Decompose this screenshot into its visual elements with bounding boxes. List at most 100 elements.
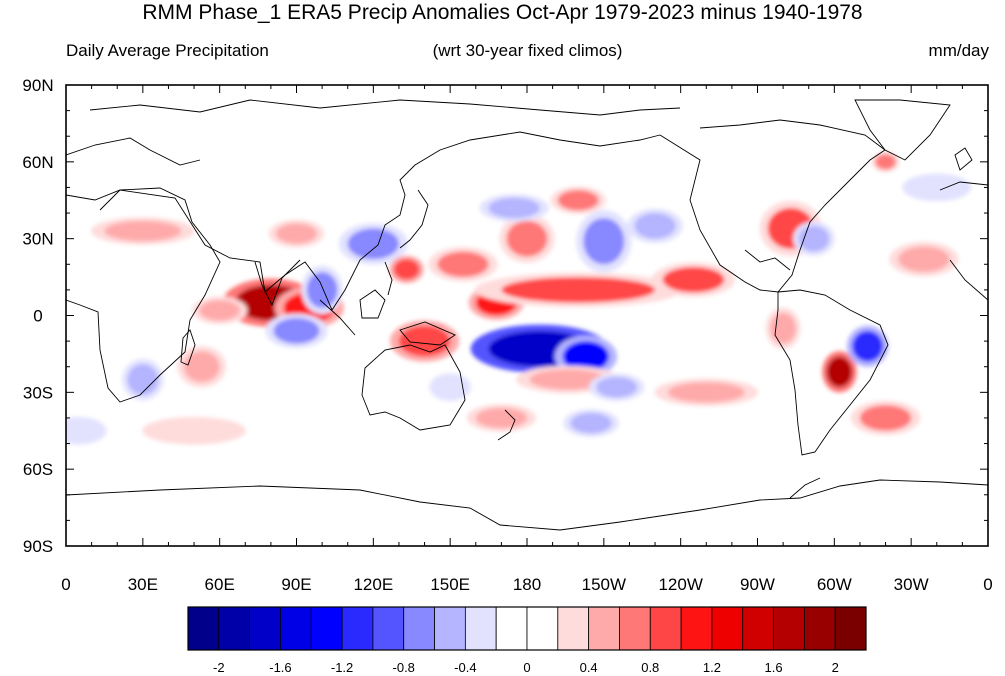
anomaly-core bbox=[506, 220, 548, 257]
anomaly-core bbox=[306, 271, 338, 308]
gulf-coastline bbox=[744, 249, 791, 271]
colorbar-swatch bbox=[495, 606, 528, 651]
colorbar-frame bbox=[187, 606, 867, 651]
colorbar-swatch bbox=[526, 606, 559, 651]
anomaly-core bbox=[273, 318, 320, 344]
anomaly-core bbox=[826, 356, 853, 388]
colorbar-swatch bbox=[341, 606, 374, 651]
colorbar-swatch bbox=[557, 606, 590, 651]
anomaly-core bbox=[798, 225, 830, 252]
anomaly-core bbox=[667, 382, 745, 403]
coastlines bbox=[66, 99, 988, 531]
anomaly-core bbox=[199, 300, 241, 321]
anomaly-core bbox=[488, 197, 540, 219]
anomaly-core bbox=[583, 218, 625, 265]
colorbar-tick-label: 2 bbox=[832, 660, 839, 675]
lon-tick-label: 0 bbox=[983, 575, 992, 594]
new-guinea-coastline bbox=[399, 321, 456, 346]
colorbar-swatch bbox=[680, 606, 713, 651]
arctic-coastline bbox=[89, 99, 681, 116]
anomaly-core bbox=[66, 420, 100, 441]
latitude-labels: 90N 60N 30N 0 30S 60S 90S bbox=[22, 76, 53, 556]
lat-tick-label: 30S bbox=[23, 383, 53, 402]
anomaly-core bbox=[437, 251, 489, 278]
europe-coastline bbox=[66, 137, 201, 166]
anomaly-core bbox=[770, 312, 796, 344]
anomaly-core bbox=[557, 190, 599, 211]
anomaly-core bbox=[127, 364, 159, 395]
colorbar-labels: -2 -1.6 -1.2 -0.8 -0.4 0 0.4 0.8 1.2 1.6 2 bbox=[213, 660, 839, 675]
anomaly-core bbox=[852, 330, 883, 362]
anomaly-core bbox=[183, 351, 220, 383]
colorbar-swatch bbox=[249, 606, 281, 651]
longitude-labels: 0 30E 60E 90E 120E 150E 180 150W 120W 90W 60W 30W 0 bbox=[61, 575, 992, 594]
anomaly-core bbox=[104, 220, 182, 242]
north-america-coastline bbox=[659, 119, 886, 293]
colorbar-swatch bbox=[711, 606, 744, 651]
india-coastline bbox=[254, 259, 301, 307]
units-label: mm/day bbox=[928, 41, 989, 60]
japan-coastline bbox=[399, 189, 429, 249]
lon-tick-label: 90W bbox=[740, 575, 775, 594]
colorbar-tick-label: 1.2 bbox=[703, 660, 721, 675]
lat-tick-label: 90N bbox=[22, 76, 53, 95]
anomaly-core bbox=[596, 376, 638, 398]
lon-tick-label: 30E bbox=[128, 575, 158, 594]
colorbar-swatch bbox=[280, 606, 312, 651]
colorbar-swatch bbox=[803, 606, 836, 651]
anomaly-field bbox=[66, 151, 972, 445]
lon-tick-label: 0 bbox=[61, 575, 70, 594]
colorbar-tick-label: 1.6 bbox=[765, 660, 783, 675]
anomaly-core bbox=[859, 405, 912, 431]
madagascar-coastline bbox=[180, 329, 196, 366]
colorbar-swatch bbox=[649, 606, 682, 651]
colorbar-swatch bbox=[372, 606, 405, 651]
lon-tick-label: 60W bbox=[817, 575, 852, 594]
colorbar-swatch bbox=[218, 606, 251, 651]
lon-tick-label: 150E bbox=[430, 575, 470, 594]
anomaly-core bbox=[475, 407, 527, 429]
anomaly-core bbox=[898, 246, 950, 272]
antarctica-coastline bbox=[66, 479, 988, 531]
colorbar-tick-label: -2 bbox=[213, 660, 225, 675]
lon-tick-label: 90E bbox=[281, 575, 311, 594]
colorbar-tick-label: 0 bbox=[523, 660, 530, 675]
colorbar-tick-label: 0.8 bbox=[641, 660, 659, 675]
colorbar bbox=[187, 606, 867, 651]
iberia-coastline bbox=[939, 181, 988, 191]
colorbar-swatch bbox=[742, 606, 774, 651]
anomaly-core bbox=[529, 369, 607, 390]
colorbar-tick-label: -0.4 bbox=[454, 660, 476, 675]
colorbar-swatch bbox=[403, 606, 435, 651]
lon-tick-label: 30W bbox=[894, 575, 929, 594]
colorbar-swatch bbox=[187, 606, 220, 651]
center-subtitle: (wrt 30-year fixed climos) bbox=[432, 41, 623, 60]
anomaly-core bbox=[155, 420, 233, 441]
lat-tick-label: 30N bbox=[22, 230, 53, 249]
west-africa-coastline bbox=[949, 259, 988, 301]
borneo-coastline bbox=[359, 289, 386, 319]
colorbar-tick-label: 0.4 bbox=[580, 660, 598, 675]
lon-tick-label: 180 bbox=[513, 575, 541, 594]
colorbar-tick-label: -0.8 bbox=[393, 660, 415, 675]
colorbar-tick-label: -1.6 bbox=[269, 660, 291, 675]
anomaly-core bbox=[634, 213, 676, 239]
anomaly-core bbox=[398, 325, 451, 357]
colorbar-swatch bbox=[434, 606, 466, 651]
colorbar-swatch bbox=[619, 606, 651, 651]
axis-ticks bbox=[65, 84, 989, 547]
lon-tick-label: 60E bbox=[205, 575, 235, 594]
lat-tick-label: 60S bbox=[23, 460, 53, 479]
south-america-coastline bbox=[774, 289, 889, 456]
plot-title: RMM Phase_1 ERA5 Precip Anomalies Oct-Ap… bbox=[142, 1, 863, 24]
new-zealand-coastline bbox=[497, 409, 516, 441]
lat-tick-label: 90S bbox=[23, 537, 53, 556]
anomaly-core bbox=[875, 154, 896, 170]
anomaly-core bbox=[347, 228, 399, 260]
anomaly-core bbox=[501, 277, 656, 303]
anomaly-core bbox=[570, 412, 612, 434]
colorbar-swatch bbox=[310, 606, 343, 651]
lon-tick-label: 150W bbox=[582, 575, 626, 594]
anomaly-core bbox=[562, 341, 609, 372]
